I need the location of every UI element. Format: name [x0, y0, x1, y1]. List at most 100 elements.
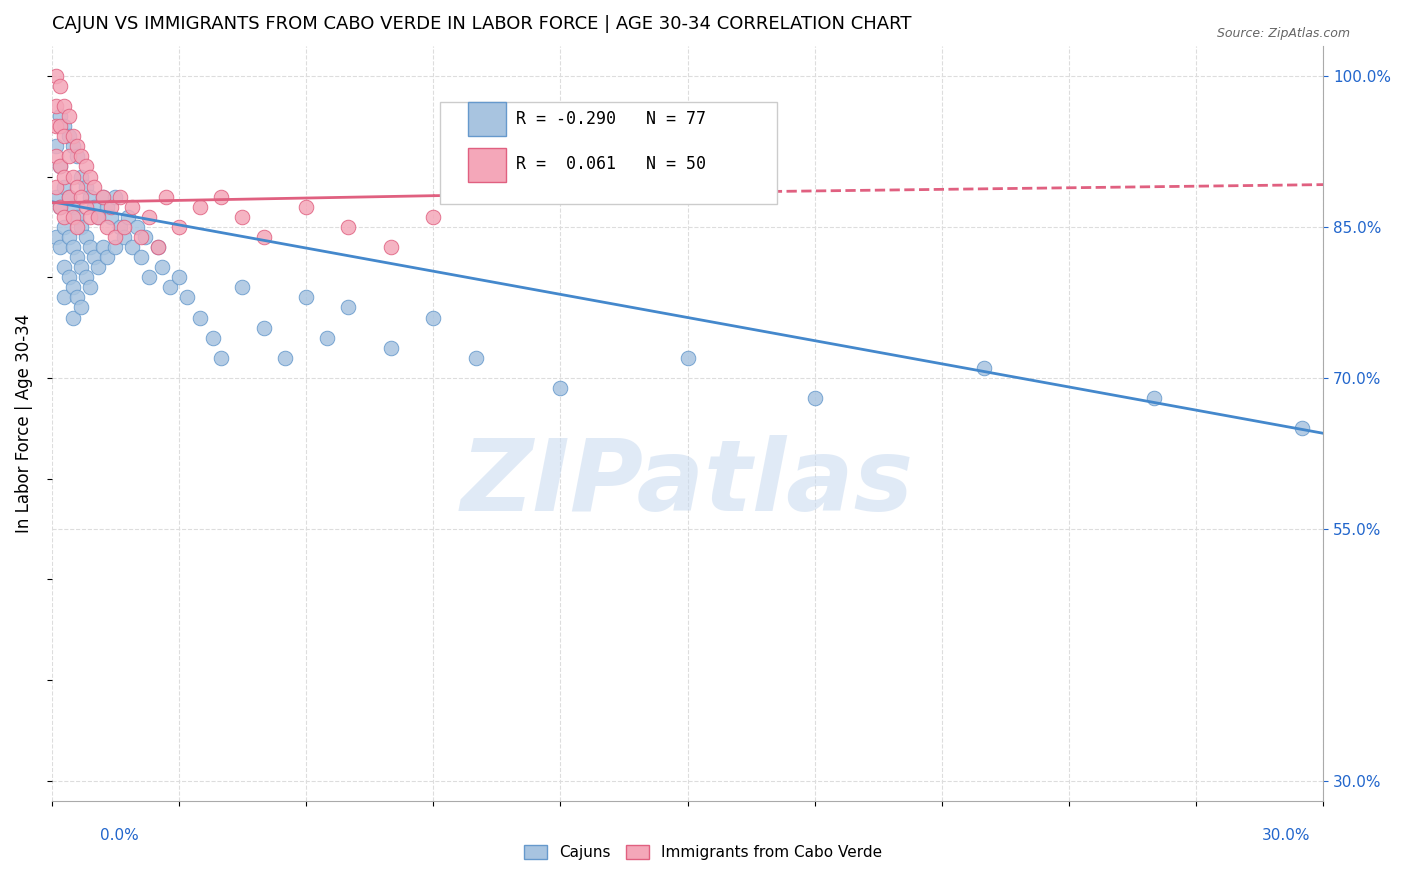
Point [209, 351, 232, 365]
Point [53, 129, 76, 144]
Point [125, 219, 148, 234]
Point [134, 230, 156, 244]
Point [62, 169, 84, 184]
Point [49, 78, 72, 93]
Point [159, 280, 181, 294]
Point [121, 240, 143, 254]
Point [201, 331, 224, 345]
Point [66, 219, 89, 234]
Point [87, 260, 110, 275]
Point [58, 149, 80, 163]
Point [62, 139, 84, 153]
FancyBboxPatch shape [440, 103, 776, 204]
Text: R = -0.290   N = 77: R = -0.290 N = 77 [516, 110, 706, 128]
Point [62, 310, 84, 325]
Point [96, 219, 118, 234]
Point [58, 190, 80, 204]
Text: ZIPatlas: ZIPatlas [461, 435, 914, 533]
Point [66, 149, 89, 163]
Point [803, 391, 825, 405]
Point [100, 210, 122, 224]
Point [337, 219, 360, 234]
Text: 30.0%: 30.0% [1263, 828, 1310, 843]
Point [138, 270, 160, 285]
Point [91, 190, 114, 204]
Point [231, 280, 253, 294]
Point [62, 129, 84, 144]
Point [62, 280, 84, 294]
Point [155, 190, 177, 204]
Point [53, 179, 76, 194]
Point [380, 341, 402, 355]
Point [380, 240, 402, 254]
Point [112, 230, 135, 244]
Point [138, 210, 160, 224]
Point [104, 230, 127, 244]
Point [79, 280, 101, 294]
Point [91, 240, 114, 254]
Point [45, 99, 67, 113]
Point [129, 230, 152, 244]
Point [53, 210, 76, 224]
Point [70, 169, 93, 184]
Point [79, 169, 101, 184]
Point [550, 381, 572, 395]
Point [49, 200, 72, 214]
Point [49, 160, 72, 174]
Point [676, 351, 699, 365]
Point [70, 190, 93, 204]
Text: Source: ZipAtlas.com: Source: ZipAtlas.com [1216, 27, 1350, 40]
Point [45, 119, 67, 133]
Point [45, 69, 67, 83]
Point [49, 160, 72, 174]
Point [464, 351, 486, 365]
Point [973, 360, 995, 375]
Point [146, 240, 169, 254]
Point [253, 320, 276, 334]
Point [45, 190, 67, 204]
Point [167, 219, 190, 234]
Text: CAJUN VS IMMIGRANTS FROM CABO VERDE IN LABOR FORCE | AGE 30-34 CORRELATION CHART: CAJUN VS IMMIGRANTS FROM CABO VERDE IN L… [52, 15, 911, 33]
Point [121, 200, 143, 214]
Point [70, 219, 93, 234]
Point [45, 179, 67, 194]
Point [112, 219, 135, 234]
Point [66, 179, 89, 194]
Point [58, 230, 80, 244]
Point [100, 200, 122, 214]
Point [62, 210, 84, 224]
Point [49, 240, 72, 254]
Bar [468, 147, 506, 182]
Point [188, 200, 211, 214]
Point [53, 290, 76, 304]
Point [295, 290, 318, 304]
Point [45, 149, 67, 163]
Point [75, 179, 97, 194]
Point [75, 200, 97, 214]
Bar [468, 103, 506, 136]
Point [79, 190, 101, 204]
Point [70, 301, 93, 315]
Point [58, 190, 80, 204]
Point [253, 230, 276, 244]
Point [49, 200, 72, 214]
Point [104, 240, 127, 254]
Point [58, 109, 80, 123]
Point [66, 210, 89, 224]
Point [295, 200, 318, 214]
Point [66, 139, 89, 153]
Point [337, 301, 360, 315]
Point [62, 200, 84, 214]
Y-axis label: In Labor Force | Age 30-34: In Labor Force | Age 30-34 [15, 314, 32, 533]
Point [53, 260, 76, 275]
Legend: Cajuns, Immigrants from Cabo Verde: Cajuns, Immigrants from Cabo Verde [517, 839, 889, 866]
Point [176, 290, 198, 304]
Point [104, 190, 127, 204]
Point [75, 230, 97, 244]
Point [209, 190, 232, 204]
Point [150, 260, 173, 275]
Point [1291, 421, 1313, 435]
Point [108, 190, 131, 204]
Point [96, 250, 118, 264]
Point [75, 160, 97, 174]
